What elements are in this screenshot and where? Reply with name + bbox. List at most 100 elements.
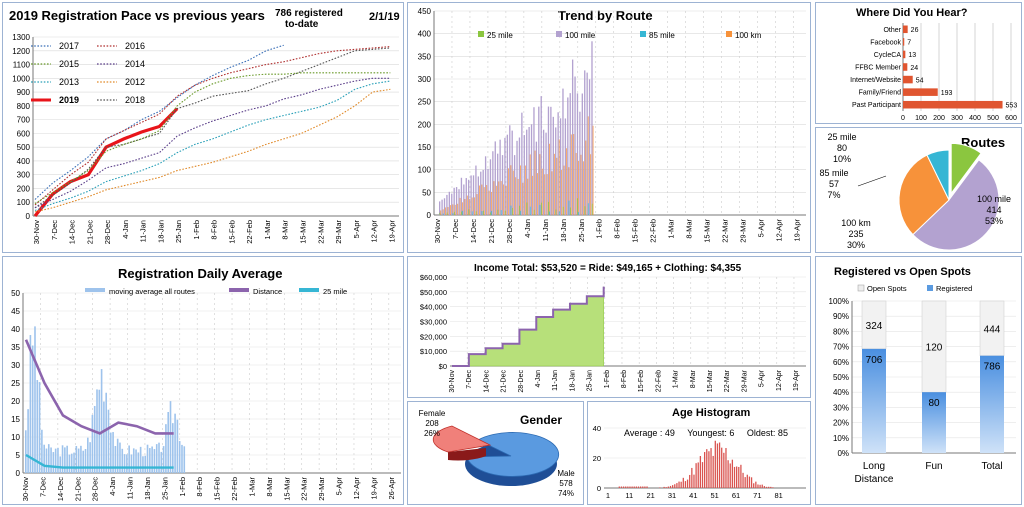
spots-ytick: 80% xyxy=(833,327,849,336)
trend-bar-100mile xyxy=(523,135,525,215)
age-bar xyxy=(680,481,682,488)
income-xtick: 11-Jan xyxy=(552,370,559,391)
trend-bar-25mile xyxy=(555,209,557,215)
hear-panel: Where Did You Hear? 0 100 200 300 400 500 600 O… xyxy=(815,2,1022,124)
daily-ytick: 35 xyxy=(11,343,20,352)
age-bar xyxy=(733,466,736,488)
daily-bar xyxy=(82,450,85,473)
trend-bar-100mile xyxy=(521,112,523,215)
daily-ytick: 25 xyxy=(11,379,20,388)
trend-bar-85mile xyxy=(481,211,483,215)
spots-category-label: Long xyxy=(863,461,885,472)
spots-ytick: 40% xyxy=(833,388,849,397)
trend-bar-100mile xyxy=(526,129,528,215)
trend-bar-100mile xyxy=(574,76,576,215)
daily-bar xyxy=(109,432,112,473)
age-panel: Age Histogram Average : 49 Youngest: 6 O… xyxy=(587,401,811,505)
daily-xtick: 19-Apr xyxy=(369,477,378,500)
age-bar xyxy=(686,479,689,488)
pace-xtick: 4-Jan xyxy=(121,220,130,239)
income-xtick: 22-Mar xyxy=(724,369,731,392)
income-xtick: 29-Mar xyxy=(741,369,748,392)
routes-leader xyxy=(857,175,887,187)
trend-xtick: 8-Feb xyxy=(613,219,622,239)
trend-xtick: 18-Jan xyxy=(559,219,568,242)
trend-bar-100km xyxy=(561,169,563,215)
trend-bar-100km xyxy=(462,202,463,215)
trend-bar-100mile xyxy=(468,179,470,215)
trend-ytick: 300 xyxy=(418,75,432,84)
age-bar xyxy=(637,486,640,488)
trend-bar-100km xyxy=(493,181,495,215)
income-total-line xyxy=(452,286,605,367)
trend-xtick: 11-Jan xyxy=(541,219,550,241)
daily-bar xyxy=(144,455,147,473)
hear-bar xyxy=(903,25,908,34)
daily-bar xyxy=(87,437,89,473)
routes-panel: Routes 100 mile 414 53% 100 km 235 30% 85 mile… xyxy=(815,127,1022,253)
pace-xtick: 8-Mar xyxy=(281,220,290,240)
spots-legend-swatch xyxy=(857,284,865,292)
trend-bar-100mile xyxy=(591,41,593,215)
spots-ytick: 50% xyxy=(833,373,849,382)
daily-xtick: 28-Dec xyxy=(91,477,100,501)
spots-ytick: 60% xyxy=(833,358,849,367)
trend-bar-85mile xyxy=(442,213,444,215)
hear-bar xyxy=(903,100,1003,109)
trend-bar-100km xyxy=(498,181,500,215)
daily-chart: Registration Daily Average 0 5 10 15 20 25 30 3… xyxy=(11,266,401,501)
age-bar xyxy=(629,486,631,488)
trend-bar-85mile xyxy=(462,210,463,215)
trend-bar-25mile xyxy=(439,212,441,215)
pace-ytick: 300 xyxy=(17,171,31,180)
trend-bar-100km xyxy=(566,148,567,215)
routes-slice-name: 85 mile xyxy=(819,168,848,178)
daily-bar xyxy=(36,380,39,473)
hear-category-label: FFBC Member xyxy=(855,65,902,72)
hear-xtick: 0 xyxy=(901,115,905,122)
spots-open-label: 120 xyxy=(926,343,943,354)
daily-bar xyxy=(149,448,151,473)
routes-slice-pct: 7% xyxy=(827,190,840,200)
daily-bar xyxy=(41,429,43,473)
age-ytick: 20 xyxy=(593,454,601,463)
spots-reg-label: 80 xyxy=(928,398,940,409)
pace-ytick: 500 xyxy=(17,143,31,152)
trend-legend-swatch xyxy=(640,31,646,37)
trend-bar-25mile xyxy=(468,209,470,215)
trend-bar-85mile xyxy=(578,212,579,215)
hear-category-label: Other xyxy=(883,27,901,34)
age-chart: Age Histogram Average : 49 Youngest: 6 O… xyxy=(593,407,806,500)
pace-xtick: 7-Dec xyxy=(50,220,59,240)
age-bar xyxy=(667,486,670,488)
pace-xtick: 14-Dec xyxy=(68,220,77,244)
pace-legend-label: 2017 xyxy=(59,41,79,51)
trend-bar-100mile xyxy=(516,140,518,215)
age-bar xyxy=(736,466,738,488)
pace-series-line-2017 xyxy=(34,44,284,200)
age-bar xyxy=(691,467,693,488)
trend-ytick: 450 xyxy=(418,7,432,16)
income-ytick: $30,000 xyxy=(420,318,447,327)
trend-xtick: 4-Jan xyxy=(523,219,532,238)
age-bar xyxy=(622,486,625,488)
trend-bar-100km xyxy=(483,187,485,215)
age-bar xyxy=(738,466,740,488)
daily-xtick: 8-Feb xyxy=(195,477,204,497)
age-bar xyxy=(723,452,725,488)
age-bar xyxy=(672,485,674,488)
trend-bar-100km xyxy=(539,154,541,215)
trend-bar-100km xyxy=(459,197,461,215)
age-stats: Average : 49 Youngest: 6 Oldest: 85 xyxy=(624,428,788,438)
age-bar xyxy=(693,474,695,488)
trend-bar-25mile xyxy=(562,206,564,215)
daily-xtick: 8-Mar xyxy=(265,477,274,497)
trend-panel: Trend by Route 0 50 100 150 200 250 300 350 400 4… xyxy=(407,2,811,253)
age-ytick: 40 xyxy=(593,424,601,433)
trend-xtick: 5-Apr xyxy=(756,219,765,238)
trend-bar-100mile xyxy=(482,169,484,215)
gender-male-pct: 74% xyxy=(558,489,574,498)
trend-bar-100mile xyxy=(455,187,458,215)
